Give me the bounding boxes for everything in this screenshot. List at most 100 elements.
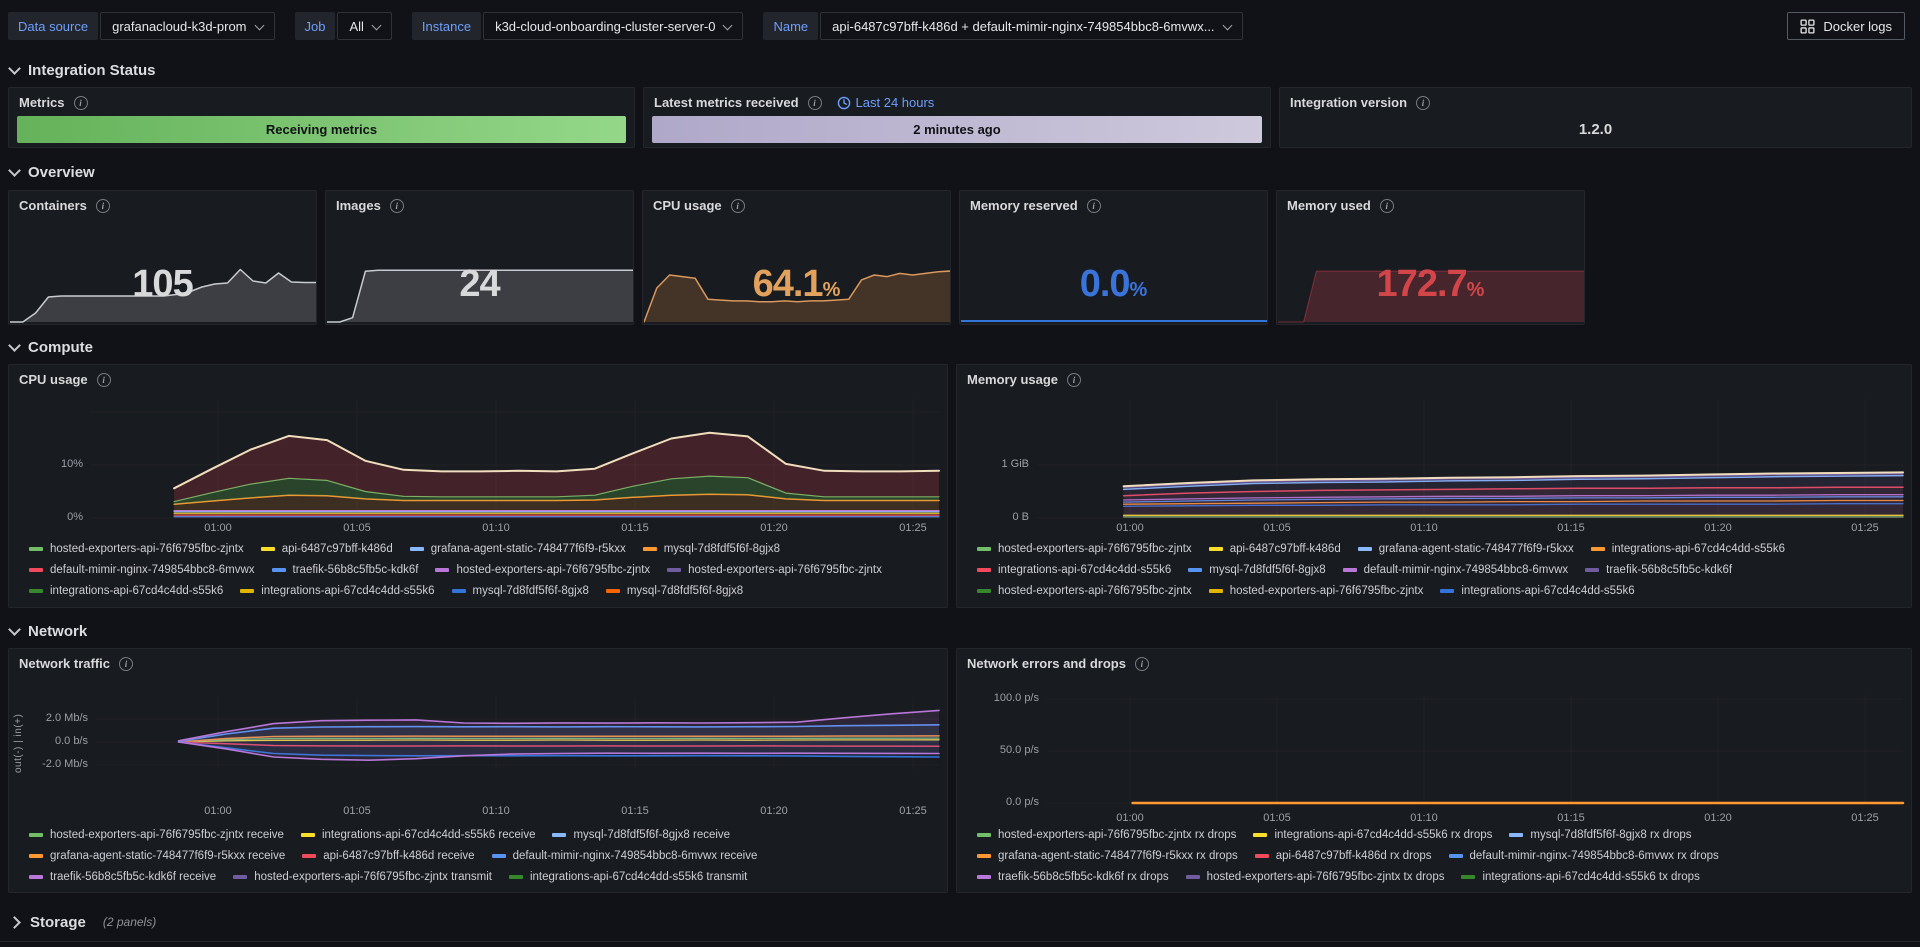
- section-network[interactable]: Network: [8, 621, 87, 641]
- y-axis-label: -2.0 Mb/s: [42, 758, 88, 770]
- time-range-link[interactable]: Last 24 hours: [837, 95, 934, 110]
- info-icon[interactable]: i: [96, 372, 111, 387]
- legend-item[interactable]: mysql-7d8fdf5f6f-8gjx8: [451, 585, 589, 597]
- y-axis-label: 0.0 p/s: [1005, 796, 1039, 808]
- legend-swatch: [977, 567, 991, 572]
- legend-swatch: [1440, 588, 1455, 593]
- legend-item[interactable]: hosted-exporters-api-76f6795fbc-zjntx tx…: [1185, 871, 1444, 883]
- legend-item[interactable]: grafana-agent-static-748477f6f9-r5kxx: [409, 543, 626, 555]
- legend-item[interactable]: hosted-exporters-api-76f6795fbc-zjntx: [977, 585, 1192, 597]
- instance-select[interactable]: k3d-cloud-onboarding-cluster-server-0: [483, 12, 744, 40]
- legend-item[interactable]: hosted-exporters-api-76f6795fbc-zjntx: [977, 543, 1192, 555]
- legend-item[interactable]: mysql-7d8fdf5f6f-8gjx8 rx drops: [1509, 829, 1692, 841]
- legend-item[interactable]: traefik-56b8c5fb5c-kdk6f: [1585, 564, 1732, 576]
- legend-item[interactable]: integrations-api-67cd4c4dd-s55k6 transmi…: [508, 871, 747, 883]
- legend-row: traefik-56b8c5fb5c-kdk6f rx drops hosted-…: [977, 866, 1905, 887]
- legend-item[interactable]: traefik-56b8c5fb5c-kdk6f receive: [29, 871, 216, 883]
- x-axis-tick: 01:20: [1704, 812, 1732, 824]
- legend-item[interactable]: mysql-7d8fdf5f6f-8gjx8: [642, 543, 780, 555]
- legend-item[interactable]: grafana-agent-static-748477f6f9-r5kxx rx…: [977, 850, 1238, 862]
- legend-row: integrations-api-67cd4c4dd-s55k6 integrat…: [29, 580, 941, 601]
- memory-usage-legend: hosted-exporters-api-76f6795fbc-zjntx api…: [977, 538, 1905, 601]
- legend-swatch: [29, 567, 43, 572]
- legend-item[interactable]: mysql-7d8fdf5f6f-8gjx8: [605, 585, 743, 597]
- legend-item[interactable]: integrations-api-67cd4c4dd-s55k6 rx drop…: [1253, 829, 1492, 841]
- x-axis-tick: 01:25: [1851, 522, 1879, 534]
- legend-item[interactable]: traefik-56b8c5fb5c-kdk6f rx drops: [977, 871, 1169, 883]
- legend-item[interactable]: integrations-api-67cd4c4dd-s55k6: [240, 584, 435, 597]
- legend-label: integrations-api-67cd4c4dd-s55k6: [261, 584, 435, 597]
- legend-swatch: [435, 567, 450, 572]
- info-icon[interactable]: i: [95, 198, 110, 213]
- info-icon[interactable]: i: [807, 95, 822, 110]
- legend-swatch: [240, 588, 255, 593]
- legend-swatch: [1461, 874, 1476, 879]
- legend-item[interactable]: api-6487c97bff-k486d receive: [302, 850, 475, 862]
- info-icon[interactable]: i: [1067, 372, 1082, 387]
- legend-item[interactable]: api-6487c97bff-k486d: [260, 543, 393, 555]
- legend-swatch: [29, 588, 43, 593]
- legend-item[interactable]: default-mimir-nginx-749854bbc8-6mvwx rec…: [491, 850, 757, 862]
- legend-item[interactable]: api-6487c97bff-k486d rx drops: [1254, 850, 1432, 862]
- job-select[interactable]: All: [337, 12, 392, 40]
- legend-label: hosted-exporters-api-76f6795fbc-zjntx tr…: [254, 870, 492, 883]
- network-traffic-legend: hosted-exporters-api-76f6795fbc-zjntx re…: [29, 824, 941, 887]
- legend-item[interactable]: integrations-api-67cd4c4dd-s55k6: [1440, 584, 1635, 597]
- legend-item[interactable]: default-mimir-nginx-749854bbc8-6mvwx rx …: [1448, 850, 1719, 862]
- legend-item[interactable]: grafana-agent-static-748477f6f9-r5kxx re…: [29, 850, 285, 862]
- legend-item[interactable]: integrations-api-67cd4c4dd-s55k6 tx drop…: [1461, 871, 1700, 883]
- legend-label: hosted-exporters-api-76f6795fbc-zjntx: [998, 584, 1192, 597]
- info-icon[interactable]: i: [1379, 198, 1394, 213]
- legend-item[interactable]: hosted-exporters-api-76f6795fbc-zjntx: [667, 564, 882, 576]
- legend-label: integrations-api-67cd4c4dd-s55k6: [1461, 584, 1635, 597]
- legend-swatch: [1585, 567, 1600, 572]
- y-axis-label: 50.0 p/s: [999, 744, 1039, 756]
- legend-item[interactable]: api-6487c97bff-k486d: [1208, 543, 1341, 555]
- section-compute[interactable]: Compute: [8, 337, 93, 357]
- legend-item[interactable]: hosted-exporters-api-76f6795fbc-zjntx: [29, 543, 244, 555]
- data-source-select[interactable]: grafanacloud-k3d-prom: [100, 12, 275, 40]
- legend-item[interactable]: integrations-api-67cd4c4dd-s55k6 receive: [300, 829, 535, 841]
- legend-row: hosted-exporters-api-76f6795fbc-zjntx re…: [29, 824, 941, 845]
- info-icon[interactable]: i: [1134, 656, 1149, 671]
- section-overview[interactable]: Overview: [8, 162, 95, 182]
- info-icon[interactable]: i: [730, 198, 745, 213]
- panel-title: Network errors and drops: [967, 656, 1126, 671]
- legend-item[interactable]: hosted-exporters-api-76f6795fbc-zjntx: [1208, 585, 1423, 597]
- legend-item[interactable]: integrations-api-67cd4c4dd-s55k6: [977, 564, 1171, 576]
- info-icon[interactable]: i: [1086, 198, 1101, 213]
- panel-title: CPU usage: [653, 198, 722, 213]
- legend-row: hosted-exporters-api-76f6795fbc-zjntx api…: [977, 538, 1905, 559]
- info-icon[interactable]: i: [119, 656, 134, 671]
- legend-item[interactable]: hosted-exporters-api-76f6795fbc-zjntx: [435, 564, 650, 576]
- info-icon[interactable]: i: [73, 95, 88, 110]
- legend-item[interactable]: hosted-exporters-api-76f6795fbc-zjntx tr…: [233, 871, 492, 883]
- legend-item[interactable]: grafana-agent-static-748477f6f9-r5kxx: [1357, 543, 1574, 555]
- chevron-down-icon: [723, 20, 733, 30]
- name-select[interactable]: api-6487c97bff-k486d + default-mimir-ngi…: [820, 12, 1243, 40]
- legend-item[interactable]: hosted-exporters-api-76f6795fbc-zjntx re…: [29, 829, 284, 841]
- legend-row: hosted-exporters-api-76f6795fbc-zjntx hos…: [977, 580, 1905, 601]
- legend-item[interactable]: hosted-exporters-api-76f6795fbc-zjntx rx…: [977, 829, 1236, 841]
- panel-metrics: Metrics i Receiving metrics: [8, 87, 635, 148]
- info-icon[interactable]: i: [1416, 95, 1431, 110]
- docker-logs-button[interactable]: Docker logs: [1787, 12, 1905, 40]
- legend-swatch: [977, 853, 991, 858]
- legend-item[interactable]: integrations-api-67cd4c4dd-s55k6: [1590, 542, 1785, 555]
- legend-item[interactable]: default-mimir-nginx-749854bbc8-6mvwx: [29, 564, 255, 576]
- legend-item[interactable]: mysql-7d8fdf5f6f-8gjx8 receive: [552, 829, 730, 841]
- containers-sparkline: [10, 266, 316, 324]
- legend-item[interactable]: default-mimir-nginx-749854bbc8-6mvwx: [1342, 564, 1568, 576]
- panel-compute-cpu: CPU usage i 01:00 01:05 01:10 01:15 01:20 01:2…: [8, 364, 948, 608]
- legend-label: hosted-exporters-api-76f6795fbc-zjntx: [456, 563, 651, 576]
- legend-label: hosted-exporters-api-76f6795fbc-zjntx: [998, 542, 1192, 555]
- section-storage[interactable]: Storage (2 panels): [8, 912, 156, 932]
- info-icon[interactable]: i: [389, 198, 404, 213]
- section-integration-status[interactable]: Integration Status: [8, 60, 156, 80]
- legend-item[interactable]: mysql-7d8fdf5f6f-8gjx8: [1188, 564, 1326, 576]
- legend-label: traefik-56b8c5fb5c-kdk6f receive: [50, 870, 217, 883]
- legend-item[interactable]: integrations-api-67cd4c4dd-s55k6: [29, 585, 223, 597]
- legend-label: integrations-api-67cd4c4dd-s55k6: [1611, 542, 1785, 555]
- legend-swatch: [260, 546, 275, 551]
- legend-item[interactable]: traefik-56b8c5fb5c-kdk6f: [271, 564, 418, 576]
